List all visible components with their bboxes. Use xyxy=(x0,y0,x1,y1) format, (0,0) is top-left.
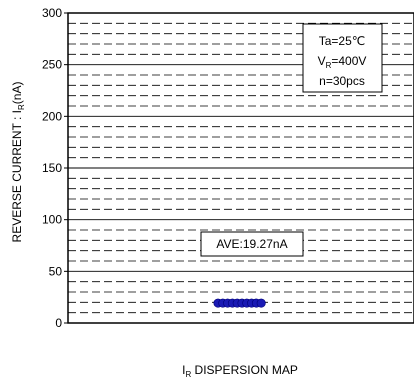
y-tick-label: 250 xyxy=(42,58,62,72)
data-point xyxy=(256,298,266,308)
plot-frame xyxy=(67,12,414,324)
y-tick-label: 300 xyxy=(42,6,62,20)
y-tick-label: 100 xyxy=(42,213,62,227)
y-tick-label: 50 xyxy=(49,264,63,278)
voltage-text: VR=400V xyxy=(318,54,367,70)
average-label: AVE:19.27nA xyxy=(216,237,287,251)
data-points xyxy=(213,298,266,308)
average-box: AVE:19.27nA xyxy=(200,231,304,257)
y-axis-label: REVERSE CURRENT : IR(nA) xyxy=(10,82,26,243)
y-tick-label: 200 xyxy=(42,109,62,123)
temperature-text: Ta=25℃ xyxy=(319,34,366,48)
x-axis-label: IR DISPERSION MAP xyxy=(182,363,298,379)
y-axis-ticks: 0 50 100 150 200 250 300 xyxy=(42,6,68,330)
y-tick-label: 0 xyxy=(55,316,62,330)
y-tick-label: 150 xyxy=(42,161,62,175)
conditions-box: Ta=25℃ VR=400V n=30pcs xyxy=(302,23,383,93)
sample-count-text: n=30pcs xyxy=(319,74,365,88)
